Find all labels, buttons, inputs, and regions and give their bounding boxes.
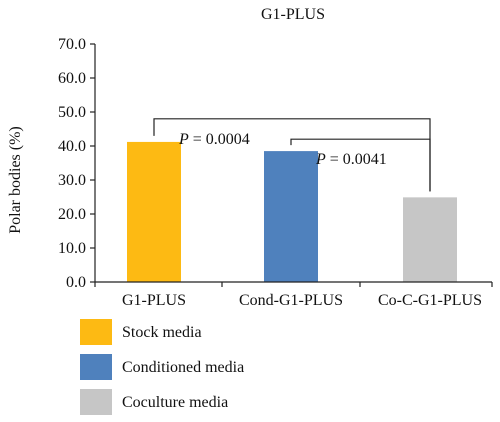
bar xyxy=(264,151,318,282)
bar xyxy=(127,141,181,282)
y-tick-label: 0.0 xyxy=(66,274,86,291)
legend-label: Conditioned media xyxy=(122,359,244,376)
legend-swatch xyxy=(80,354,112,380)
p-symbol: P xyxy=(315,151,326,168)
bars xyxy=(127,141,457,282)
y-tick-label: 50.0 xyxy=(58,104,86,121)
y-tick-label: 30.0 xyxy=(58,172,86,189)
chart-title: G1-PLUS xyxy=(261,6,325,23)
x-tick-label: Cond-G1-PLUS xyxy=(239,292,343,309)
legend-label: Stock media xyxy=(122,324,202,341)
significance-bracket xyxy=(290,138,431,192)
x-axis: G1-PLUS Cond-G1-PLUS Co-C-G1-PLUS xyxy=(94,282,493,309)
p-value: = 0.0004 xyxy=(189,131,250,148)
x-tick-label: G1-PLUS xyxy=(122,292,186,309)
y-tick-label: 10.0 xyxy=(58,240,86,257)
p-value-label: P = 0.0004 xyxy=(178,131,250,148)
y-tick-label: 20.0 xyxy=(58,206,86,223)
y-tick-label: 70.0 xyxy=(58,36,86,53)
legend-swatch xyxy=(80,319,112,345)
y-tick-label: 60.0 xyxy=(58,70,86,87)
p-value-label: P = 0.0041 xyxy=(315,151,387,168)
x-tick-label: Co-C-G1-PLUS xyxy=(378,292,482,309)
legend-swatch xyxy=(80,389,112,415)
y-axis: 0.0 10.0 20.0 30.0 40.0 50.0 60.0 70.0 xyxy=(58,36,95,291)
p-symbol: P xyxy=(178,131,189,148)
legend: Stock media Conditioned media Coculture me… xyxy=(80,319,244,415)
bar xyxy=(403,197,457,282)
p-value: = 0.0041 xyxy=(326,151,387,168)
y-axis-title: Polar bodies (%) xyxy=(7,126,24,234)
legend-label: Coculture media xyxy=(122,394,228,411)
y-tick-label: 40.0 xyxy=(58,138,86,155)
